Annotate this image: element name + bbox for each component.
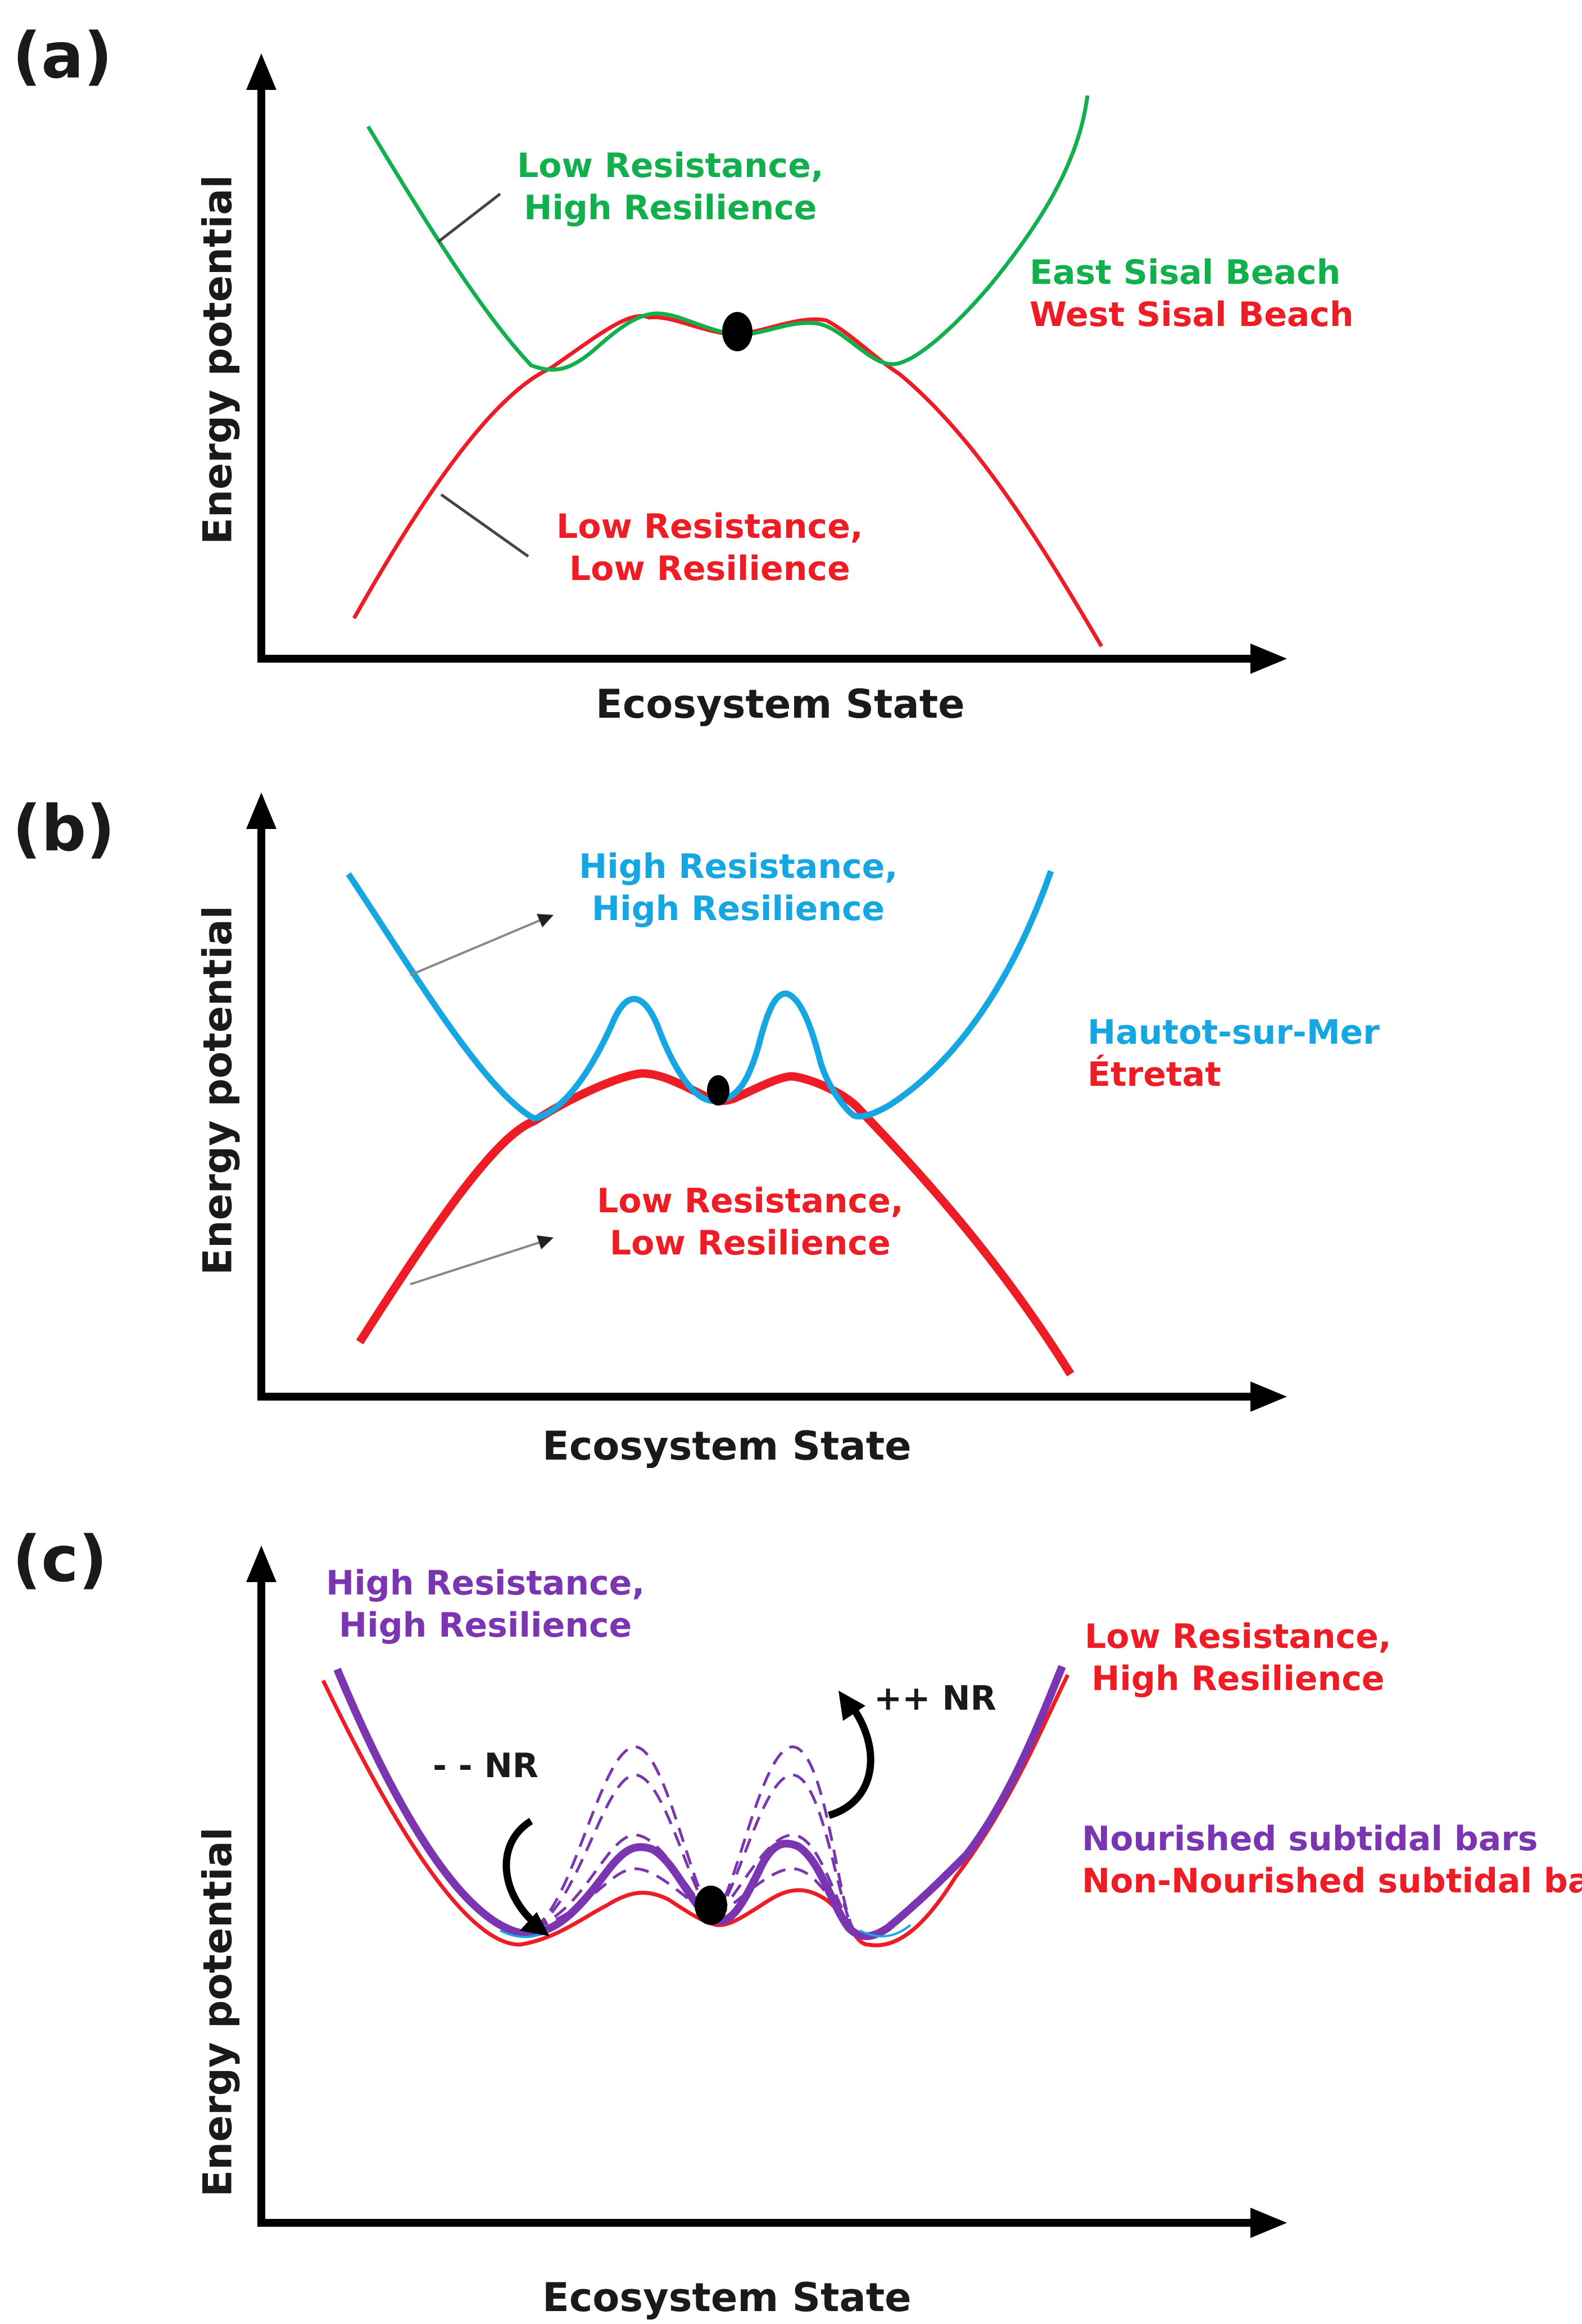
legend-entry-east-sisal: East Sisal Beach (1030, 253, 1341, 292)
top-annotation: High Resistance, High Resilience (579, 846, 897, 930)
annotation-line: Low Resilience (609, 1224, 891, 1263)
y-axis-arrowhead (246, 792, 276, 829)
panel-label: (b) (12, 792, 115, 866)
dashed-variant-4 (533, 1867, 855, 1932)
annotation-line: High Resilience (591, 889, 885, 928)
panel-label: (a) (12, 20, 112, 93)
y-axis-label: Energy potential (194, 905, 241, 1275)
annotation-line: High Resilience (338, 1606, 632, 1645)
blue-trace (859, 1924, 912, 1938)
panel-a-plot (246, 53, 1287, 674)
x-axis-label: Ecosystem State (542, 1423, 912, 1469)
legend-entry-nourished: Nourished subtidal bars (1082, 1819, 1538, 1859)
annotation-line: High Resistance, (579, 847, 898, 886)
annotation-line: Low Resistance, (556, 507, 863, 546)
pointer-line (437, 193, 501, 243)
pointer-arrow (410, 1241, 541, 1285)
state-ball (722, 312, 753, 351)
legend: East Sisal Beach West Sisal Beach (1030, 252, 1354, 336)
top-left-annotation: High Resistance, High Resilience (326, 1562, 645, 1647)
x-axis-arrowhead (1250, 1381, 1287, 1412)
pointer-arrowhead (537, 1235, 554, 1249)
bottom-annotation: Low Resistance, Low Resilience (556, 506, 863, 590)
legend: Hautot-sur-Mer Étretat (1087, 1012, 1380, 1096)
top-annotation: Low Resistance, High Resilience (517, 145, 824, 229)
annotation-line: Low Resistance, (597, 1181, 904, 1221)
decrease-nr-arrow (502, 1818, 540, 1928)
annotation-line: Low Resistance, (517, 146, 824, 185)
legend-entry-non-nourished: Non-Nourished subtidal bars (1082, 1861, 1582, 1901)
x-axis-label: Ecosystem State (596, 681, 965, 727)
y-axis-arrowhead (246, 53, 276, 90)
dashed-variant-3 (533, 1833, 855, 1932)
hautot-sur-mer-curve (346, 870, 1054, 1122)
annotation-line: Low Resistance, (1085, 1617, 1391, 1656)
legend-entry-west-sisal: West Sisal Beach (1030, 295, 1354, 334)
pointer-arrow (410, 919, 541, 976)
annotation-line: High Resilience (524, 188, 817, 228)
pointer-arrowhead (537, 914, 554, 927)
state-ball (707, 1075, 729, 1106)
panel-c: (c) Energy potential Ecosystem State Hig… (0, 1512, 1582, 2324)
increase-nr-label: ++ NR (874, 1679, 996, 1718)
panel-label: (c) (12, 1523, 107, 1596)
state-ball (695, 1886, 727, 1925)
annotation-line: High Resilience (1091, 1659, 1385, 1698)
decrease-nr-arrowhead (520, 1912, 550, 1936)
y-axis-arrowhead (246, 1546, 276, 1582)
decrease-nr-label: - - NR (433, 1746, 538, 1786)
x-axis-label: Ecosystem State (542, 2275, 912, 2321)
panel-b-plot (246, 792, 1287, 1412)
non-nourished-curve (321, 1674, 1070, 1947)
legend: Nourished subtidal bars Non-Nourished su… (1082, 1818, 1582, 1902)
legend-entry-etretat: Étretat (1087, 1055, 1221, 1094)
west-sisal-beach-curve (352, 314, 1104, 647)
bottom-annotation: Low Resistance, Low Resilience (597, 1180, 904, 1265)
nourished-curve (333, 1665, 1066, 1940)
x-axis-arrowhead (1250, 644, 1287, 674)
top-right-annotation: Low Resistance, High Resilience (1085, 1616, 1391, 1700)
x-axis-arrowhead (1250, 2208, 1287, 2238)
y-axis-label: Energy potential (194, 1827, 241, 2197)
pointer-line (440, 493, 529, 558)
annotation-line: High Resistance, (326, 1564, 645, 1603)
legend-entry-hautot-sur-mer: Hautot-sur-Mer (1087, 1013, 1380, 1052)
y-axis-label: Energy potential (194, 175, 241, 545)
increase-nr-arrowhead (838, 1691, 865, 1721)
panel-b: (b) Energy potential Ecosystem State Hig… (0, 776, 1582, 1512)
panel-c-plot (246, 1546, 1287, 2238)
increase-nr-arrow (828, 1704, 874, 1819)
panel-a: (a) Energy potential Ecosystem State Low… (0, 0, 1582, 731)
annotation-line: Low Resilience (569, 549, 850, 588)
